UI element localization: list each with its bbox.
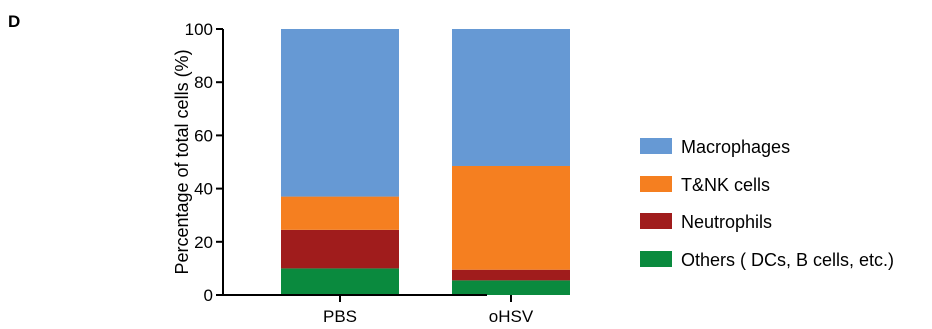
- bar-segment: [452, 269, 570, 281]
- legend-label: T&NK cells: [681, 175, 770, 195]
- legend: Macrophages T&NK cells Neutrophils Others (…: [640, 137, 894, 270]
- panel-label: D: [8, 12, 20, 31]
- y-tick-label: 20: [194, 233, 213, 252]
- y-tick-label: 60: [194, 126, 213, 145]
- bar-segment: [452, 165, 570, 270]
- y-axis-label: Percentage of total cells (%): [172, 49, 192, 274]
- legend-label: Macrophages: [681, 137, 790, 157]
- bar-segment: [452, 280, 570, 295]
- bar-segment: [281, 229, 399, 269]
- y-tick-label: 0: [204, 286, 213, 305]
- x-tick-label: oHSV: [489, 307, 534, 326]
- x-axis: PBS oHSV: [223, 294, 534, 326]
- bar-segment: [281, 268, 399, 295]
- bar-segment: [452, 29, 570, 166]
- legend-label: Others ( DCs, B cells, etc.): [681, 250, 894, 270]
- legend-swatch: [640, 138, 672, 154]
- y-axis: 0 20 40 60 80 100: [185, 20, 224, 305]
- legend-swatch: [640, 176, 672, 192]
- y-tick-label: 40: [194, 180, 213, 199]
- bar-segment: [281, 29, 399, 197]
- bar-stacks: [281, 29, 570, 295]
- legend-swatch: [640, 251, 672, 267]
- y-tick-label: 80: [194, 73, 213, 92]
- x-tick-label: PBS: [323, 307, 357, 326]
- bar-segment: [281, 196, 399, 230]
- legend-swatch: [640, 213, 672, 229]
- y-tick-label: 100: [185, 20, 213, 39]
- legend-label: Neutrophils: [681, 212, 772, 232]
